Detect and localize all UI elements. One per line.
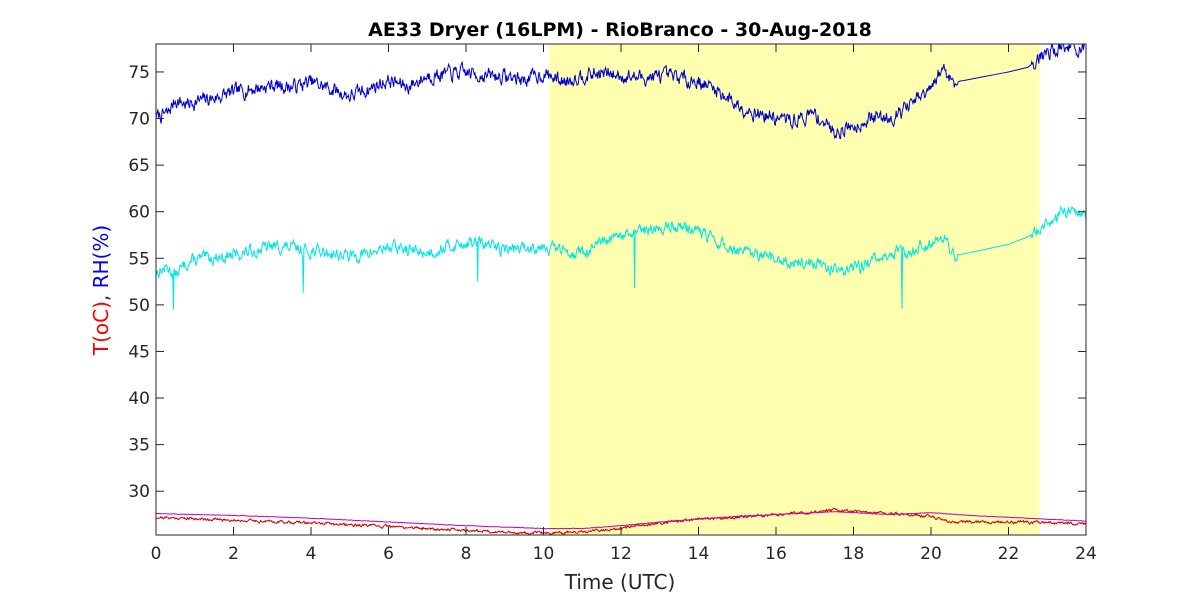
x-tick-label: 4 [306, 544, 317, 564]
y-tick-label: 45 [128, 342, 150, 362]
x-tick-label: 20 [920, 544, 942, 564]
x-tick-label: 8 [461, 544, 472, 564]
x-tick-label: 16 [765, 544, 787, 564]
x-axis-label: Time (UTC) [564, 570, 676, 594]
y-tick-label: 50 [128, 296, 150, 316]
y-tick-label: 60 [128, 203, 150, 223]
y-tick-label: 40 [128, 389, 150, 409]
x-tick-label: 18 [843, 544, 865, 564]
y-tick-label: 30 [128, 482, 150, 502]
y-tick-label: 65 [128, 156, 150, 176]
highlight-band [549, 44, 1040, 535]
series-line-1 [156, 44, 1085, 140]
y-axis-label-part-3: RH(%) [89, 225, 113, 289]
series-line-2 [156, 204, 1086, 310]
x-tick-label: 2 [228, 544, 239, 564]
x-tick-label: 22 [998, 544, 1020, 564]
x-tick-label: 10 [533, 544, 555, 564]
x-tick-label: 0 [151, 544, 162, 564]
x-tick-label: 6 [383, 544, 394, 564]
x-tick-label: 24 [1075, 544, 1097, 564]
x-tick-label: 14 [688, 544, 710, 564]
y-axis-label: T(oC), RH(%) [89, 225, 113, 356]
y-tick-label: 75 [128, 63, 150, 83]
highlight-layer [549, 44, 1040, 535]
series-line-4 [156, 511, 1086, 530]
y-axis-label-part-1: T(oC) [89, 301, 113, 356]
y-tick-label: 55 [128, 249, 150, 269]
ticks-layer: 0 2 4 6 8 10 12 14 16 18 20 22 243035404550556065707… [128, 44, 1097, 564]
y-tick-label: 70 [128, 110, 150, 130]
chart-title: AE33 Dryer (16LPM) - RioBranco - 30-Aug-… [368, 19, 872, 41]
x-tick-label: 12 [610, 544, 632, 564]
y-axis-label-part-2: , [89, 288, 113, 301]
y-tick-label: 35 [128, 436, 150, 456]
